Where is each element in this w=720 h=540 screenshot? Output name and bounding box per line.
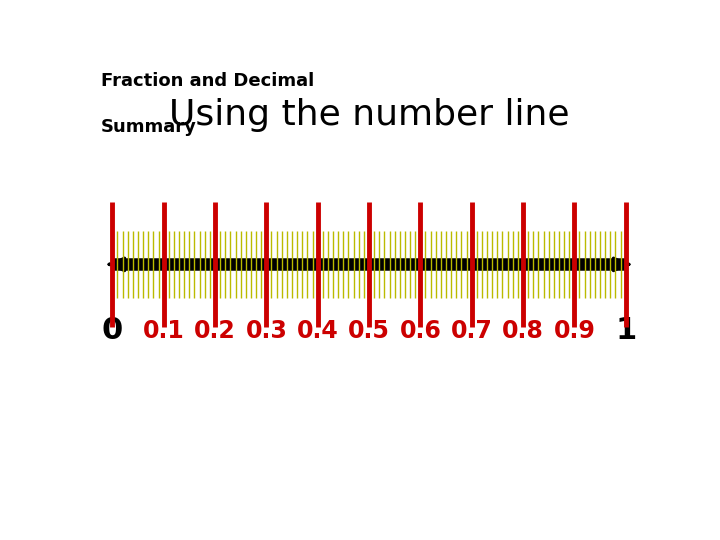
Text: 0.1: 0.1 bbox=[143, 319, 184, 343]
Text: 0.5: 0.5 bbox=[348, 319, 390, 343]
Text: 0.8: 0.8 bbox=[502, 319, 544, 343]
Text: 0.2: 0.2 bbox=[194, 319, 236, 343]
Text: 0: 0 bbox=[102, 316, 123, 346]
Text: 0.6: 0.6 bbox=[400, 319, 441, 343]
Text: 0.3: 0.3 bbox=[246, 319, 287, 343]
Text: 0.4: 0.4 bbox=[297, 319, 338, 343]
Text: Summary: Summary bbox=[101, 118, 197, 136]
Text: Fraction and Decimal: Fraction and Decimal bbox=[101, 72, 315, 90]
Text: 0.9: 0.9 bbox=[554, 319, 595, 343]
Text: 1: 1 bbox=[615, 316, 636, 346]
Text: Using the number line: Using the number line bbox=[168, 98, 570, 132]
Text: 0.7: 0.7 bbox=[451, 319, 492, 343]
